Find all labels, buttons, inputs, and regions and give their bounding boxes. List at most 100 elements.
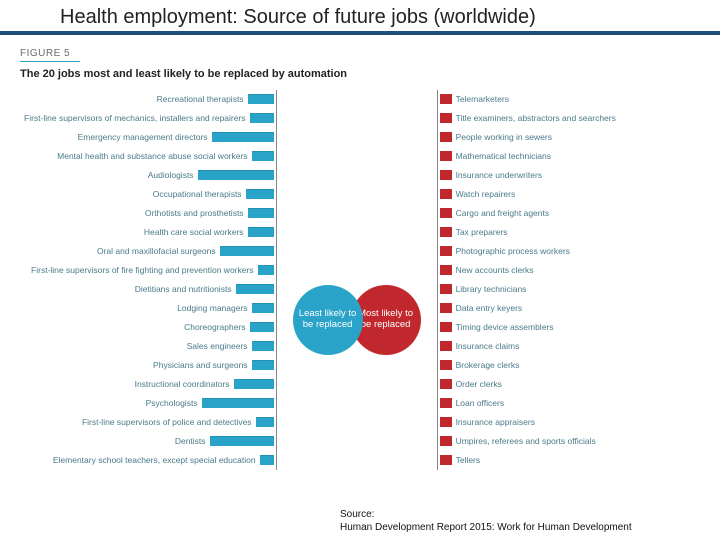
bar-segment-most <box>440 132 452 142</box>
bar-segment-most <box>440 246 452 256</box>
bar-segment-most <box>440 417 452 427</box>
bar-row-most: Insurance appraisers <box>440 413 660 431</box>
bar-label: Library technicians <box>452 284 531 294</box>
bar-label: Mathematical technicians <box>452 151 555 161</box>
bar-row-least: Elementary school teachers, except speci… <box>20 451 274 469</box>
bar-row-most: Data entry keyers <box>440 299 660 317</box>
bar-segment-least <box>198 170 274 180</box>
bar-segment-most <box>440 303 452 313</box>
source-line2: Human Development Report 2015: Work for … <box>340 522 632 535</box>
bar-label: Choreographers <box>180 322 249 332</box>
bar-row-most: Watch repairers <box>440 185 660 203</box>
bar-label: Dentists <box>171 436 210 446</box>
bar-label: Loan officers <box>452 398 509 408</box>
bar-row-least: Dentists <box>20 432 274 450</box>
bar-segment-most <box>440 170 452 180</box>
bar-segment-least <box>250 322 274 332</box>
least-likely-circle: Least likely to be replaced <box>293 285 363 355</box>
bar-row-most: Tax preparers <box>440 223 660 241</box>
source-line1: Source: <box>340 509 632 522</box>
bar-row-most: Insurance claims <box>440 337 660 355</box>
bar-label: Health care social workers <box>140 227 248 237</box>
bar-label: Timing device assemblers <box>452 322 558 332</box>
bar-row-most: Photographic process workers <box>440 242 660 260</box>
bar-row-least: Sales engineers <box>20 337 274 355</box>
bar-label: First-line supervisors of fire fighting … <box>27 265 258 275</box>
bar-label: Brokerage clerks <box>452 360 524 370</box>
bar-label: First-line supervisors of police and det… <box>78 417 256 427</box>
bar-segment-least <box>252 360 274 370</box>
bar-label: Tax preparers <box>452 227 512 237</box>
bar-label: Sales engineers <box>183 341 252 351</box>
bar-label: Data entry keyers <box>452 303 527 313</box>
bar-label: Dietitians and nutritionists <box>131 284 236 294</box>
bar-row-least: Audiologists <box>20 166 274 184</box>
bar-label: Physicians and surgeons <box>149 360 252 370</box>
bar-segment-most <box>440 227 452 237</box>
bar-segment-most <box>440 341 452 351</box>
bar-row-least: First-line supervisors of fire fighting … <box>20 261 274 279</box>
bar-label: First-line supervisors of mechanics, ins… <box>20 113 250 123</box>
bar-row-least: Oral and maxillofacial surgeons <box>20 242 274 260</box>
bar-row-most: Title examiners, abstractors and searche… <box>440 109 660 127</box>
bar-label: Insurance appraisers <box>452 417 539 427</box>
bar-segment-least <box>252 151 274 161</box>
bar-row-most: Library technicians <box>440 280 660 298</box>
bar-row-least: Physicians and surgeons <box>20 356 274 374</box>
axis-left <box>276 90 277 470</box>
most-circle-label: Most likely to be replaced <box>357 309 415 331</box>
bar-segment-least <box>258 265 274 275</box>
least-likely-bars: Recreational therapists First-line superv… <box>20 90 274 470</box>
bar-label: Umpires, referees and sports officials <box>452 436 600 446</box>
bar-row-most: People working in sewers <box>440 128 660 146</box>
source-citation: Source: Human Development Report 2015: W… <box>340 509 632 534</box>
bar-segment-most <box>440 379 452 389</box>
bar-row-least: Instructional coordinators <box>20 375 274 393</box>
title-text: Health employment: Source of future jobs… <box>60 6 536 28</box>
bar-row-most: Timing device assemblers <box>440 318 660 336</box>
bar-segment-least <box>248 94 274 104</box>
bar-row-most: Brokerage clerks <box>440 356 660 374</box>
bar-label: Psychologists <box>142 398 202 408</box>
bar-segment-least <box>250 113 274 123</box>
most-likely-bars: Telemarketers Title examiners, abstractor… <box>440 90 660 470</box>
figure-area: FIGURE 5 The 20 jobs most and least like… <box>0 35 720 470</box>
bar-label: Title examiners, abstractors and searche… <box>452 113 620 123</box>
bar-row-most: Cargo and freight agents <box>440 204 660 222</box>
bar-segment-most <box>440 189 452 199</box>
bar-segment-most <box>440 360 452 370</box>
bar-label: Lodging managers <box>173 303 251 313</box>
bar-row-least: Psychologists <box>20 394 274 412</box>
bar-segment-least <box>220 246 274 256</box>
bar-label: Insurance claims <box>452 341 524 351</box>
bar-label: Watch repairers <box>452 189 520 199</box>
bar-row-least: Emergency management directors <box>20 128 274 146</box>
bar-label: Orthotists and prosthetists <box>141 208 248 218</box>
bar-row-least: Choreographers <box>20 318 274 336</box>
bar-row-least: Recreational therapists <box>20 90 274 108</box>
center-circles: Least likely to be replaced Most likely … <box>277 205 437 355</box>
bar-row-most: Telemarketers <box>440 90 660 108</box>
bar-label: Cargo and freight agents <box>452 208 554 218</box>
chart: Recreational therapists First-line superv… <box>20 90 700 470</box>
bar-label: Insurance underwriters <box>452 170 546 180</box>
bar-segment-most <box>440 265 452 275</box>
bar-row-least: Orthotists and prosthetists <box>20 204 274 222</box>
bar-row-most: New accounts clerks <box>440 261 660 279</box>
bar-row-most: Umpires, referees and sports officials <box>440 432 660 450</box>
bar-label: Emergency management directors <box>74 132 212 142</box>
bar-row-most: Loan officers <box>440 394 660 412</box>
bar-label: Occupational therapists <box>149 189 246 199</box>
bar-segment-least <box>212 132 274 142</box>
bar-segment-most <box>440 436 452 446</box>
bar-segment-least <box>248 208 274 218</box>
bar-row-least: First-line supervisors of police and det… <box>20 413 274 431</box>
figure-label: FIGURE 5 <box>20 48 80 62</box>
figure-subtitle: The 20 jobs most and least likely to be … <box>20 68 700 80</box>
bar-row-least: Health care social workers <box>20 223 274 241</box>
bar-label: People working in sewers <box>452 132 556 142</box>
bar-row-least: Lodging managers <box>20 299 274 317</box>
bar-segment-least <box>202 398 274 408</box>
bar-label: Elementary school teachers, except speci… <box>49 455 260 465</box>
bar-segment-least <box>236 284 274 294</box>
